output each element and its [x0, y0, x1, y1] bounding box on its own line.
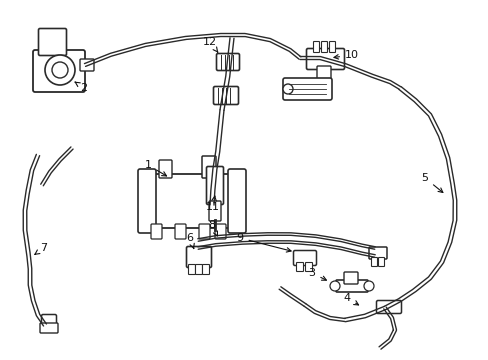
- FancyBboxPatch shape: [33, 50, 85, 92]
- FancyBboxPatch shape: [376, 301, 401, 314]
- FancyBboxPatch shape: [80, 59, 94, 71]
- FancyBboxPatch shape: [335, 280, 367, 292]
- FancyBboxPatch shape: [199, 224, 209, 239]
- FancyBboxPatch shape: [296, 262, 303, 271]
- FancyBboxPatch shape: [138, 169, 156, 233]
- Circle shape: [45, 55, 75, 85]
- Text: 10: 10: [333, 50, 358, 60]
- FancyBboxPatch shape: [371, 257, 377, 266]
- Text: 12: 12: [203, 37, 217, 52]
- FancyBboxPatch shape: [213, 86, 238, 104]
- FancyBboxPatch shape: [40, 323, 58, 333]
- Text: 4: 4: [343, 293, 358, 305]
- FancyBboxPatch shape: [378, 257, 384, 266]
- FancyBboxPatch shape: [41, 315, 57, 328]
- FancyBboxPatch shape: [188, 265, 195, 274]
- Text: 11: 11: [205, 196, 220, 212]
- Text: 7: 7: [35, 243, 47, 255]
- FancyBboxPatch shape: [215, 224, 225, 239]
- Circle shape: [283, 84, 292, 94]
- FancyBboxPatch shape: [316, 66, 330, 84]
- FancyBboxPatch shape: [195, 265, 202, 274]
- FancyBboxPatch shape: [147, 174, 237, 228]
- FancyBboxPatch shape: [202, 156, 216, 178]
- FancyBboxPatch shape: [208, 201, 221, 221]
- FancyBboxPatch shape: [321, 41, 327, 53]
- FancyBboxPatch shape: [39, 28, 66, 55]
- Text: 8: 8: [208, 220, 217, 236]
- FancyBboxPatch shape: [186, 247, 211, 267]
- Text: 9: 9: [236, 233, 290, 252]
- FancyBboxPatch shape: [293, 251, 316, 266]
- FancyBboxPatch shape: [343, 272, 357, 284]
- FancyBboxPatch shape: [313, 41, 319, 53]
- Text: 2: 2: [75, 82, 87, 93]
- Circle shape: [329, 281, 339, 291]
- Circle shape: [52, 62, 68, 78]
- FancyBboxPatch shape: [216, 54, 239, 71]
- FancyBboxPatch shape: [283, 78, 331, 100]
- FancyBboxPatch shape: [329, 41, 335, 53]
- FancyBboxPatch shape: [227, 169, 245, 233]
- Circle shape: [363, 281, 373, 291]
- Text: 5: 5: [421, 173, 442, 193]
- FancyBboxPatch shape: [151, 224, 162, 239]
- Text: 3: 3: [308, 268, 325, 280]
- FancyBboxPatch shape: [175, 224, 185, 239]
- Text: 6: 6: [186, 233, 194, 249]
- FancyBboxPatch shape: [202, 265, 209, 274]
- Text: 1: 1: [144, 160, 166, 176]
- FancyBboxPatch shape: [305, 262, 312, 271]
- FancyBboxPatch shape: [206, 166, 223, 204]
- FancyBboxPatch shape: [368, 247, 386, 259]
- FancyBboxPatch shape: [159, 160, 172, 178]
- FancyBboxPatch shape: [306, 49, 344, 69]
